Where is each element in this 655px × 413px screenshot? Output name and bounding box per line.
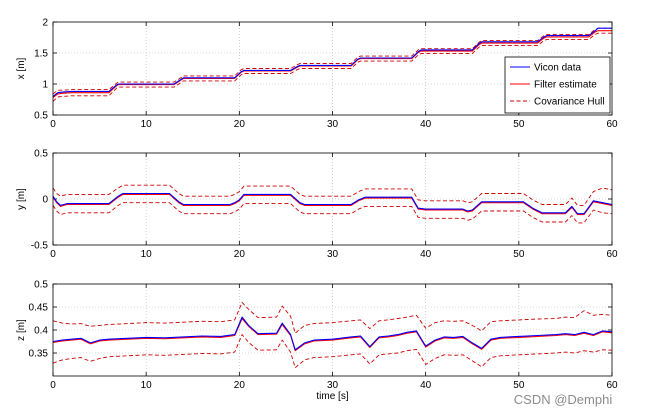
x-tick-label: 50 (513, 249, 525, 260)
legend-entry-label: Covariance Hull (534, 97, 605, 108)
series-group (53, 301, 612, 369)
y-tick-label: 0 (42, 195, 48, 206)
covariance-hull-lower-line (53, 334, 612, 369)
y-tick-label: 0.5 (34, 149, 48, 160)
y-axis-label: z [m] (16, 319, 27, 341)
x-tick-label: 40 (420, 380, 432, 391)
y-axis-label: x [m] (16, 57, 27, 79)
y-tick-label: 0.4 (34, 326, 48, 337)
y-tick-label: 1 (42, 80, 48, 91)
covariance-hull-lower-line (53, 32, 612, 102)
x-axis-label: time [s] (316, 391, 348, 402)
y-tick-label: 1.5 (34, 49, 48, 60)
x-tick-label: 60 (606, 249, 618, 260)
filter-estimate-line (53, 30, 612, 99)
vicon-data-line (53, 192, 612, 215)
legend-entry-label: Filter estimate (534, 80, 597, 91)
x-tick-label: 10 (141, 249, 153, 260)
x-tick-label: 50 (513, 380, 525, 391)
y-axis-label: y [m] (16, 188, 27, 210)
covariance-hull-lower-line (53, 202, 612, 224)
watermark: CSDN @Demphi (514, 392, 613, 407)
y-tick-label: 0.35 (29, 349, 49, 360)
x-position-subplot: 0 10 20 30 40 50 60 0.5 1 1.5 2 x [m] (16, 18, 618, 131)
x-tick-label: 30 (327, 249, 339, 260)
x-tick-label: 10 (141, 119, 153, 130)
y-tick-label: 0.5 (34, 280, 48, 291)
y-tick-label: 0.45 (29, 303, 49, 314)
covariance-hull-line (53, 27, 612, 95)
vicon-data-line (53, 316, 612, 351)
y-tick-label: -0.5 (31, 241, 49, 252)
x-tick-label: 10 (141, 380, 153, 391)
x-tick-label: 40 (420, 119, 432, 130)
vicon-data-line (53, 27, 612, 97)
series-group (53, 27, 612, 102)
y-tick-label: 0.5 (34, 111, 48, 122)
x-tick-label: 60 (606, 119, 618, 130)
x-tick-label: 20 (234, 119, 246, 130)
x-tick-label: 50 (513, 119, 525, 130)
legend: Vicon data Filter estimate Covariance Hull (504, 56, 611, 114)
filter-estimate-line (53, 193, 612, 216)
x-tick-label: 0 (50, 249, 56, 260)
y-position-subplot: 0 10 20 30 40 50 60-0.500.5y [m] (16, 149, 618, 261)
x-tick-label: 30 (327, 380, 339, 391)
x-tick-label: 0 (50, 380, 56, 391)
x-tick-label: 60 (606, 380, 618, 391)
x-tick-label: 20 (234, 249, 246, 260)
x-tick-label: 20 (234, 380, 246, 391)
axes-frame (52, 152, 613, 246)
axes-frame (52, 283, 613, 377)
z-position-subplot: 0 10 20 30 40 50 60 0.35 0.4 0.45 0.5 z [m] time [s] (16, 280, 618, 403)
axes-frame (52, 21, 613, 116)
x-tick-label: 0 (50, 119, 56, 130)
filter-estimate-line (53, 317, 612, 352)
y-tick-label: 2 (42, 18, 48, 29)
legend-entry-label: Vicon data (534, 63, 582, 74)
legend-box (504, 56, 611, 114)
series-group (53, 184, 612, 224)
x-tick-label: 40 (420, 249, 432, 260)
x-tick-label: 30 (327, 119, 339, 130)
